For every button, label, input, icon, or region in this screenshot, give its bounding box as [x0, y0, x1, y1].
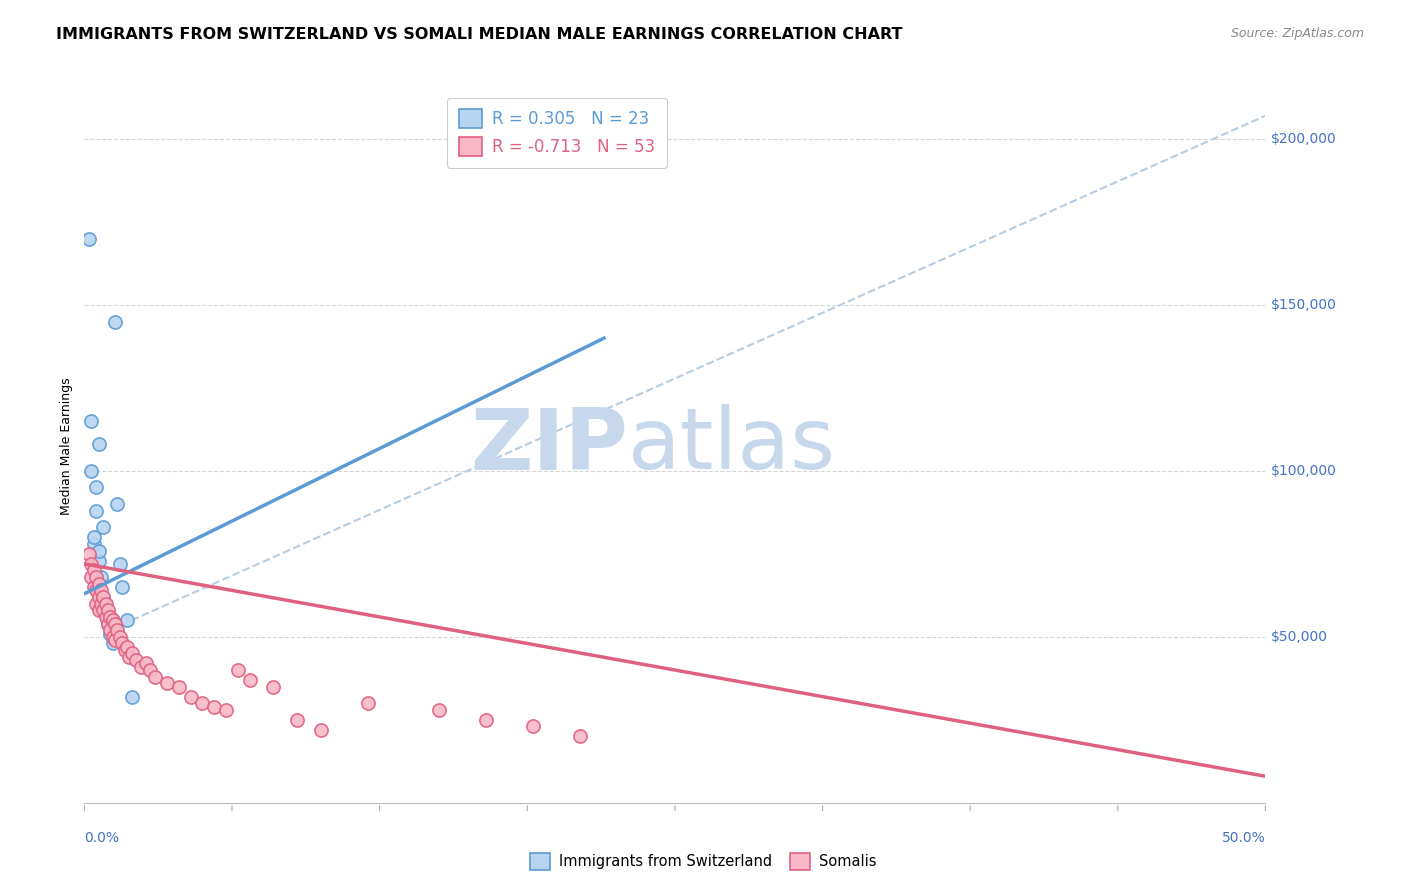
Point	[104, 314, 127, 328]
Text: 50.0%: 50.0%	[1222, 831, 1265, 846]
Point	[80, 464, 103, 478]
Text: $50,000: $50,000	[1271, 630, 1329, 644]
Point	[91, 590, 114, 604]
Point	[97, 616, 120, 631]
Point	[226, 663, 249, 677]
Point	[83, 580, 105, 594]
Point	[84, 570, 107, 584]
Point	[91, 603, 114, 617]
Legend: R = 0.305   N = 23, R = -0.713   N = 53: R = 0.305 N = 23, R = -0.713 N = 53	[447, 97, 666, 168]
Point	[108, 630, 131, 644]
Point	[77, 231, 100, 245]
Point	[77, 547, 100, 561]
Point	[90, 597, 112, 611]
Point	[107, 624, 129, 638]
Point	[115, 613, 138, 627]
Point	[84, 597, 107, 611]
Point	[87, 576, 110, 591]
Point	[114, 643, 136, 657]
Point	[104, 616, 127, 631]
Text: $100,000: $100,000	[1271, 464, 1337, 478]
Point	[84, 583, 107, 598]
Text: IMMIGRANTS FROM SWITZERLAND VS SOMALI MEDIAN MALE EARNINGS CORRELATION CHART: IMMIGRANTS FROM SWITZERLAND VS SOMALI ME…	[56, 27, 903, 42]
Point	[83, 530, 105, 544]
Text: Source: ZipAtlas.com: Source: ZipAtlas.com	[1230, 27, 1364, 40]
Point	[97, 616, 120, 631]
Text: $200,000: $200,000	[1271, 132, 1337, 146]
Point	[139, 663, 162, 677]
Point	[87, 553, 110, 567]
Y-axis label: Median Male Earnings: Median Male Earnings	[60, 377, 73, 515]
Point	[98, 610, 121, 624]
Point	[121, 647, 143, 661]
Point	[262, 680, 284, 694]
Point	[83, 537, 105, 551]
Point	[191, 696, 214, 710]
Point	[475, 713, 498, 727]
Point	[91, 520, 114, 534]
Point	[167, 680, 190, 694]
Text: atlas: atlas	[627, 404, 835, 488]
Point	[80, 414, 103, 428]
Point	[180, 690, 202, 704]
Point	[118, 649, 141, 664]
Point	[98, 624, 121, 638]
Point	[143, 670, 166, 684]
Point	[107, 497, 129, 511]
Point	[84, 504, 107, 518]
Point	[285, 713, 308, 727]
Point	[202, 699, 225, 714]
Point	[94, 597, 117, 611]
Point	[94, 607, 117, 621]
Point	[135, 657, 157, 671]
Point	[101, 636, 124, 650]
Point	[522, 719, 544, 733]
Point	[83, 564, 105, 578]
Point	[309, 723, 332, 737]
Text: $150,000: $150,000	[1271, 298, 1337, 312]
Point	[121, 690, 143, 704]
Point	[111, 636, 134, 650]
Point	[80, 557, 103, 571]
Text: 0.0%: 0.0%	[84, 831, 120, 846]
Point	[94, 610, 117, 624]
Text: ZIP: ZIP	[470, 404, 627, 488]
Point	[87, 543, 110, 558]
Point	[357, 696, 380, 710]
Point	[98, 626, 121, 640]
Point	[111, 580, 134, 594]
Point	[125, 653, 148, 667]
Point	[101, 613, 124, 627]
Point	[97, 603, 120, 617]
Point	[427, 703, 450, 717]
Point	[569, 730, 592, 744]
Point	[90, 583, 112, 598]
Point	[115, 640, 138, 654]
Point	[84, 481, 107, 495]
Legend: Immigrants from Switzerland, Somalis: Immigrants from Switzerland, Somalis	[524, 847, 882, 876]
Point	[104, 633, 127, 648]
Point	[239, 673, 262, 687]
Point	[108, 557, 131, 571]
Point	[215, 703, 238, 717]
Point	[156, 676, 179, 690]
Point	[129, 659, 152, 673]
Point	[90, 570, 112, 584]
Point	[80, 570, 103, 584]
Point	[87, 603, 110, 617]
Point	[91, 590, 114, 604]
Point	[101, 630, 124, 644]
Point	[87, 590, 110, 604]
Point	[87, 437, 110, 451]
